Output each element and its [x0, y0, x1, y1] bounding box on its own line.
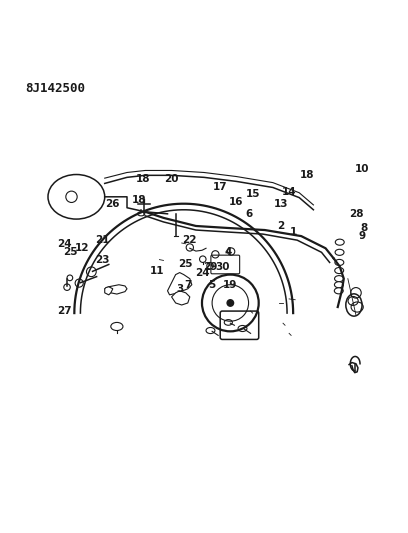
- Text: 15: 15: [245, 189, 260, 199]
- Text: 18: 18: [300, 171, 315, 180]
- Polygon shape: [168, 272, 192, 295]
- Ellipse shape: [335, 282, 344, 288]
- Text: 5: 5: [208, 280, 216, 290]
- Text: 18: 18: [136, 174, 151, 184]
- Text: 8J142500: 8J142500: [26, 82, 86, 95]
- Polygon shape: [105, 285, 127, 294]
- Ellipse shape: [334, 288, 343, 294]
- Text: 14: 14: [282, 187, 296, 197]
- Text: 18: 18: [132, 195, 146, 205]
- Text: 28: 28: [349, 209, 363, 219]
- Text: 26: 26: [106, 199, 120, 209]
- Ellipse shape: [335, 249, 344, 255]
- Ellipse shape: [335, 276, 344, 282]
- Text: 20: 20: [164, 174, 179, 184]
- Text: 11: 11: [150, 265, 165, 276]
- Text: 24: 24: [195, 268, 209, 278]
- Text: 13: 13: [274, 199, 288, 209]
- Ellipse shape: [335, 239, 344, 245]
- Text: 10: 10: [355, 164, 369, 174]
- Ellipse shape: [335, 268, 344, 273]
- Polygon shape: [172, 291, 190, 305]
- Text: 2: 2: [277, 221, 285, 231]
- Text: 23: 23: [95, 255, 110, 265]
- Text: 8: 8: [360, 223, 368, 233]
- Text: 27: 27: [57, 306, 71, 316]
- Text: 7: 7: [184, 280, 191, 290]
- Text: 21: 21: [95, 235, 110, 245]
- Text: 3: 3: [176, 284, 183, 294]
- Text: 4: 4: [225, 247, 232, 257]
- Polygon shape: [105, 287, 113, 295]
- Text: 22: 22: [182, 235, 197, 245]
- Text: 1: 1: [290, 227, 297, 237]
- Text: 6: 6: [245, 209, 252, 219]
- Text: 30: 30: [215, 262, 229, 271]
- Text: 9: 9: [359, 231, 366, 241]
- Circle shape: [227, 300, 234, 306]
- Text: 29: 29: [203, 262, 217, 271]
- Text: 24: 24: [57, 239, 71, 249]
- Ellipse shape: [335, 260, 344, 265]
- Text: 16: 16: [229, 197, 244, 207]
- Text: 17: 17: [213, 182, 228, 192]
- Text: 19: 19: [223, 280, 237, 290]
- Text: 12: 12: [75, 243, 90, 253]
- Text: 25: 25: [179, 260, 193, 270]
- Text: 25: 25: [63, 247, 78, 257]
